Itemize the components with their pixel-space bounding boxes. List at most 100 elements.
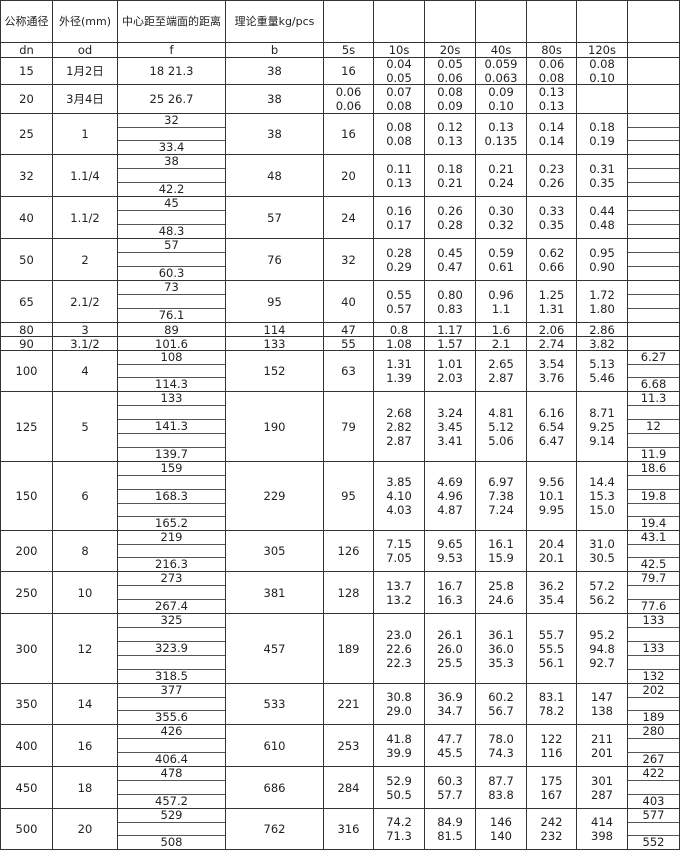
sub-cell [628, 169, 679, 183]
b-cell: 457 [225, 614, 323, 683]
f-cell: 426 406.4 [117, 725, 225, 766]
weight-5s-cell: 20 [323, 155, 373, 196]
od-cell: 5 [52, 392, 117, 461]
column-header: b [225, 43, 323, 57]
sub-cell [118, 365, 225, 378]
value-line: 14.4 [589, 475, 615, 489]
weight-10s-cell: 23.0 22.6 22.3 [373, 614, 424, 683]
value-line: 4.10 [386, 489, 412, 503]
column-header: 中心距至端面的距离 [117, 1, 225, 42]
value-line: 0.61 [488, 259, 514, 274]
weight-40s-cell: 0.21 0.24 [475, 155, 526, 196]
value-line: 25.8 [488, 578, 514, 593]
value-line: 0.35 [589, 175, 615, 190]
sub-cell: 280 [628, 725, 679, 739]
weight-10s-cell: 41.8 39.9 [373, 725, 424, 766]
sub-cell [628, 155, 679, 169]
weight-40s-cell: 87.7 83.8 [475, 767, 526, 808]
value-line: 1.80 [589, 301, 615, 316]
sub-cell [118, 781, 225, 795]
value-line: 16.3 [437, 592, 463, 607]
value-line: 0.55 [386, 287, 412, 302]
extra-cell: 79.7 77.6 [627, 572, 680, 613]
column-header: 10s [373, 43, 424, 57]
od-cell: 1 [52, 114, 117, 154]
table-row: 150 6 159 168.3 165.2 229 95 3.85 4.10 4.03 4.69 4.… [0, 462, 680, 531]
value-line: 1.39 [386, 371, 412, 385]
value-line: 71.3 [386, 829, 412, 843]
value-line: 0.07 [386, 85, 412, 99]
sub-cell [118, 504, 225, 517]
value-line: 1.72 [589, 287, 615, 302]
value-line: 9.25 [589, 419, 615, 434]
value-line: 5.06 [488, 433, 514, 448]
value-line: 36.2 [538, 578, 565, 593]
od-cell: 1.1/4 [52, 155, 117, 196]
value-line: 0.08 [589, 58, 615, 71]
table-row: 300 12 325 323.9 318.5 457 189 23.0 22.6 22.3 26.1… [0, 614, 680, 684]
sub-cell: 267.4 [155, 599, 188, 613]
extra-cell [627, 197, 680, 238]
sub-cell [628, 141, 679, 154]
f-cell: 159 168.3 165.2 [117, 462, 225, 530]
column-header [323, 1, 373, 42]
value-line: 0.14 [538, 134, 565, 148]
sub-cell [118, 211, 225, 225]
sub-cell: 32 [118, 114, 225, 128]
value-line: 1.57 [437, 337, 463, 350]
value-line: 2.68 [386, 405, 412, 420]
od-cell: 12 [52, 614, 117, 683]
table-row: 400 16 426 406.4 610 253 41.8 39.9 47.7 45.5 78.0 7… [0, 725, 680, 767]
dn-cell: 80 [0, 323, 52, 336]
column-header: 外径(mm) [52, 1, 117, 42]
dn-cell: 350 [0, 684, 52, 724]
sub-cell [118, 434, 225, 448]
od-cell: 3月4日 [52, 85, 117, 113]
weight-20s-cell: 16.7 16.3 [424, 572, 475, 613]
value-line: 2.03 [437, 371, 463, 385]
value-line: 3.41 [437, 433, 463, 448]
sub-cell: 219 [118, 531, 225, 545]
weight-40s-cell: 146 140 [475, 809, 526, 849]
value-line: 1.31 [538, 301, 565, 316]
weight-10s-cell: 3.85 4.10 4.03 [373, 462, 424, 530]
weight-120s-cell: 95.2 94.8 92.7 [576, 614, 627, 683]
value-line: 0.08 [386, 120, 412, 134]
value-line: 4.87 [437, 503, 463, 517]
sub-cell [628, 504, 679, 517]
value-line: 0.18 [589, 120, 615, 134]
weight-20s-cell: 1.17 [424, 323, 475, 336]
value-line: 31.0 [589, 537, 615, 551]
dn-cell: 25 [0, 114, 52, 154]
extra-cell [627, 337, 680, 350]
value-line: 24.6 [488, 592, 514, 607]
od-cell: 20 [52, 809, 117, 849]
sub-cell: 73 [118, 281, 225, 295]
b-cell: 229 [225, 462, 323, 530]
weight-10s-cell: 52.9 50.5 [373, 767, 424, 808]
value-line: 1.01 [437, 357, 463, 371]
value-line: 2.06 [538, 323, 565, 336]
weight-40s-cell: 1.6 [475, 323, 526, 336]
value-line: 9.53 [437, 551, 463, 565]
value-line: 1.25 [538, 287, 565, 302]
table-row: 200 8 219 216.3 305 126 7.15 7.05 9.65 9.53 16.1 15… [0, 531, 680, 572]
sub-cell: 18.6 [628, 462, 679, 476]
weight-10s-cell: 30.8 29.0 [373, 684, 424, 724]
weight-120s-cell: 0.95 0.90 [576, 239, 627, 280]
value-line: 6.16 [538, 405, 565, 420]
value-line: 398 [591, 829, 613, 843]
weight-120s-cell: 14.4 15.3 15.0 [576, 462, 627, 530]
value-line: 23.0 [386, 627, 412, 642]
sub-cell [628, 698, 679, 711]
value-line: 94.8 [589, 641, 615, 656]
value-line: 0.19 [589, 134, 615, 148]
value-line: 8.71 [589, 405, 615, 420]
value-line: 7.05 [386, 551, 412, 565]
weight-80s-cell: 0.33 0.35 [526, 197, 576, 238]
weight-20s-cell: 0.80 0.83 [424, 281, 475, 322]
value-line: 211 [591, 731, 613, 746]
value-line: 301 [591, 773, 613, 788]
sub-cell: 133 [628, 642, 679, 656]
weight-80s-cell: 20.4 20.1 [526, 531, 576, 571]
